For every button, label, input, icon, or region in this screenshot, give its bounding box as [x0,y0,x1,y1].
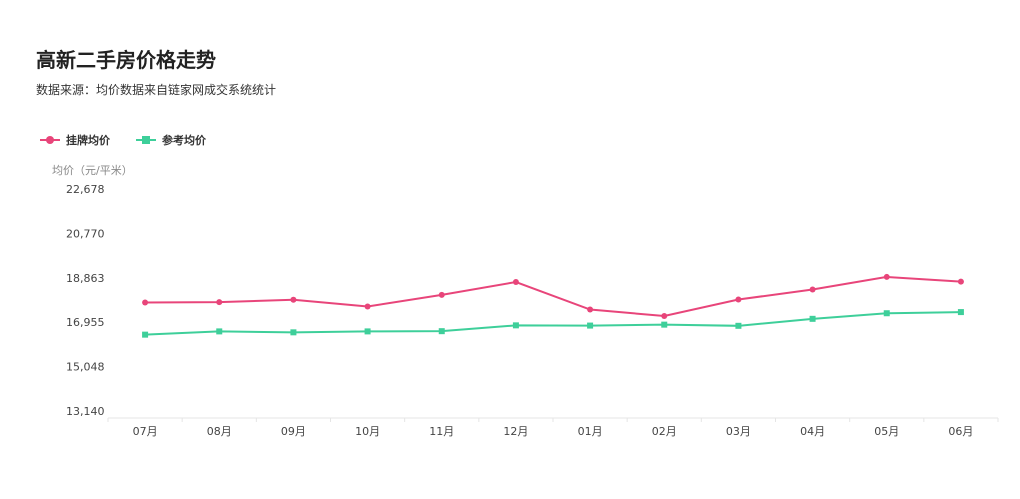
x-tick-label: 09月 [281,425,306,438]
y-tick-label: 13,140 [66,405,105,418]
data-point[interactable] [512,279,519,286]
data-point[interactable] [661,313,668,320]
data-point[interactable] [216,299,223,306]
x-tick-label: 04月 [800,425,825,438]
y-axis: 22,678 20,770 18,863 16,955 15,048 13,140 [66,183,105,418]
x-tick-label: 05月 [874,425,899,438]
data-point[interactable] [142,331,149,338]
x-tick-label: 08月 [207,425,232,438]
data-point[interactable] [364,303,371,310]
data-point[interactable] [438,291,445,298]
y-axis-label: 均价（元/平米） [52,164,133,177]
data-point[interactable] [290,296,297,303]
x-axis: 07月 08月 09月 10月 11月 12月 01月 02月 03月 04月 05月 06月 [107,417,999,438]
data-point[interactable] [957,309,964,316]
x-tick-label: 03月 [726,425,751,438]
data-point[interactable] [661,321,668,328]
page-title: 高新二手房价格走势 [36,48,216,72]
legend-item-listing[interactable]: 挂牌均价 [40,132,110,148]
legend-circle-marker-icon [40,135,60,145]
y-tick-label: 18,863 [66,272,105,285]
legend-label-listing: 挂牌均价 [66,134,110,147]
legend-item-reference[interactable]: 参考均价 [136,132,206,148]
series-line-0 [145,275,961,318]
data-point[interactable] [587,322,594,329]
x-tick-label: 01月 [578,425,603,438]
data-source-note: 数据来源：均价数据来自链家网成交系统统计 [36,83,277,97]
x-tick-label: 10月 [355,425,380,438]
x-tick-label: 12月 [503,425,528,438]
x-tick-label: 07月 [133,425,158,438]
data-point[interactable] [809,315,816,322]
series-layer [142,273,964,338]
y-tick-label: 15,048 [66,361,105,374]
series-line-1 [145,311,961,336]
y-tick-label: 20,770 [66,227,105,240]
data-point[interactable] [735,296,742,303]
x-tick-label: 06月 [948,425,973,438]
x-tick-label: 02月 [652,425,677,438]
data-point[interactable] [587,306,594,313]
chart-legend: 挂牌均价 参考均价 [40,132,206,148]
data-point[interactable] [438,328,445,335]
y-tick-label: 22,678 [66,183,105,196]
y-tick-label: 16,955 [66,316,105,329]
data-point[interactable] [735,322,742,329]
data-point[interactable] [512,322,519,329]
data-point[interactable] [957,278,964,285]
data-point[interactable] [883,310,890,317]
data-point[interactable] [290,329,297,336]
data-point[interactable] [364,328,371,335]
data-point[interactable] [883,273,890,280]
legend-label-reference: 参考均价 [162,134,206,147]
data-point[interactable] [216,328,223,335]
legend-square-marker-icon [136,135,156,145]
data-point[interactable] [809,286,816,293]
data-point[interactable] [142,299,149,306]
x-tick-label: 11月 [429,425,454,438]
